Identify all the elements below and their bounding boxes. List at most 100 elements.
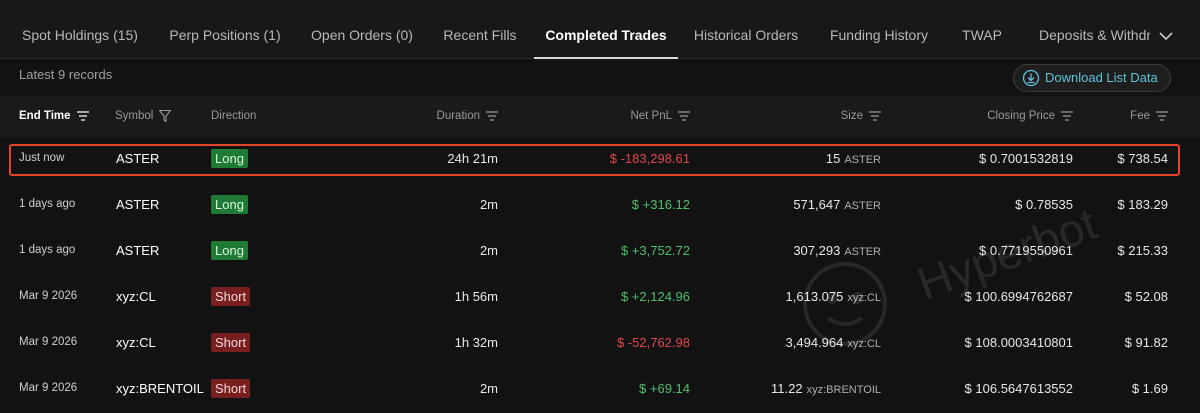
- net-pnl-cell: $ +3,752.72: [620, 243, 690, 258]
- direction-badge: Short: [211, 379, 251, 398]
- tab-clip: Deposits & Withdra: [1025, 0, 1150, 58]
- column-symbol-label: Symbol: [115, 110, 154, 123]
- table-row[interactable]: 1 days ago ASTER Long 2m $ +316.12 571,6…: [0, 183, 1200, 229]
- table-row[interactable]: Mar 9 2026 xyz:CL Short 1h 56m $ +2,124.…: [0, 275, 1200, 321]
- download-list-button[interactable]: Download List Data: [1013, 64, 1171, 92]
- records-count: Latest 9 records: [19, 67, 113, 82]
- column-net-pnl-label: Net PnL: [630, 110, 672, 122]
- size-unit: xyz:BRENTOIL: [806, 384, 881, 396]
- symbol-cell: xyz:BRENTOIL: [116, 381, 204, 396]
- watermark: Hyperbot: [790, 197, 1120, 356]
- tab-recent-fills[interactable]: Recent Fills: [443, 27, 517, 43]
- sort-icon: [869, 111, 881, 121]
- duration-cell: 1h 32m: [454, 335, 498, 350]
- size-value: 571,647: [793, 197, 841, 212]
- end-time-cell: Just now: [19, 152, 65, 164]
- end-time-cell: 1 days ago: [19, 198, 76, 210]
- closing-price-cell: $ 0.7001532819: [979, 151, 1073, 166]
- highlighted-row-outline: [9, 144, 1180, 176]
- tab-deposits-withdrawals[interactable]: Deposits & Withdra: [1039, 27, 1150, 43]
- table-row[interactable]: Mar 9 2026 xyz:CL Short 1h 32m $ -52,762…: [0, 321, 1200, 367]
- tab-completed-trades[interactable]: Completed Trades: [534, 0, 678, 59]
- size-unit: xyz:CL: [847, 292, 881, 304]
- column-fee[interactable]: Fee: [1130, 110, 1168, 122]
- table-row[interactable]: Just now ASTER Long 24h 21m $ -183,298.6…: [0, 137, 1200, 183]
- end-time-cell: Mar 9 2026: [19, 336, 78, 348]
- direction-badge: Long: [211, 195, 248, 214]
- direction-badge: Short: [211, 287, 251, 306]
- duration-cell: 24h 21m: [447, 151, 498, 166]
- column-size-label: Size: [840, 110, 863, 122]
- tab-historical-orders[interactable]: Historical Orders: [693, 27, 799, 43]
- column-size[interactable]: Size: [841, 110, 881, 122]
- direction-badge: Long: [211, 241, 248, 260]
- column-direction: Direction: [211, 110, 256, 122]
- column-closing-price[interactable]: Closing Price: [987, 110, 1073, 122]
- symbol-cell: xyz:CL: [116, 289, 156, 304]
- net-pnl-cell: $ +316.12: [631, 197, 690, 212]
- size-unit: ASTER: [844, 200, 881, 212]
- column-net-pnl[interactable]: Net PnL: [630, 110, 690, 122]
- symbol-cell: ASTER: [116, 197, 160, 212]
- column-closing-price-label: Closing Price: [987, 110, 1055, 122]
- symbol-cell: xyz:CL: [116, 335, 156, 350]
- sort-icon: [1061, 111, 1073, 121]
- fee-cell: $ 1.69: [1131, 381, 1168, 396]
- table-header: End Time Symbol Direction Duration Net P…: [0, 96, 1200, 138]
- size-value: 307,293: [793, 243, 841, 258]
- column-direction-label: Direction: [211, 110, 257, 122]
- duration-cell: 2m: [479, 243, 498, 258]
- sort-icon: [486, 111, 498, 121]
- filter-icon: [158, 109, 173, 123]
- fee-cell: $ 183.29: [1117, 197, 1168, 212]
- net-pnl-cell: $ -183,298.61: [609, 151, 690, 166]
- net-pnl-cell: $ +69.14: [639, 381, 690, 396]
- end-time-cell: 1 days ago: [19, 244, 76, 256]
- size-value: 15: [825, 151, 841, 166]
- sort-icon: [76, 111, 89, 121]
- size-value: 1,613.075: [785, 289, 844, 304]
- duration-cell: 2m: [479, 197, 498, 212]
- fee-cell: $ 91.82: [1124, 335, 1168, 350]
- column-end-time[interactable]: End Time: [19, 110, 89, 122]
- more-tabs-button[interactable]: [1154, 24, 1178, 48]
- hyperbot-logo-icon: [803, 262, 887, 346]
- symbol-cell: ASTER: [116, 151, 160, 166]
- download-icon: [1022, 69, 1040, 87]
- end-time-cell: Mar 9 2026: [19, 290, 78, 302]
- size-value: 3,494.964: [785, 335, 844, 350]
- tab-funding-history[interactable]: Funding History: [829, 27, 929, 43]
- column-end-time-label: End Time: [19, 110, 71, 122]
- duration-cell: 1h 56m: [454, 289, 498, 304]
- closing-price-cell: $ 100.6994762687: [964, 289, 1073, 304]
- completed-trades-table: End Time Symbol Direction Duration Net P…: [0, 96, 1200, 411]
- direction-badge: Long: [211, 149, 248, 168]
- sort-icon: [1156, 111, 1168, 121]
- tab-twap[interactable]: TWAP: [962, 27, 1002, 43]
- table-row[interactable]: 1 days ago ASTER Long 2m $ +3,752.72 307…: [0, 229, 1200, 275]
- size-cell: 307,293 ASTER: [793, 243, 881, 258]
- net-pnl-cell: $ +2,124.96: [620, 289, 690, 304]
- download-list-label: Download List Data: [1045, 70, 1158, 85]
- closing-price-cell: $ 106.5647613552: [964, 381, 1073, 396]
- closing-price-cell: $ 108.0003410801: [964, 335, 1073, 350]
- fee-cell: $ 215.33: [1117, 243, 1168, 258]
- column-fee-label: Fee: [1130, 110, 1150, 122]
- fee-cell: $ 52.08: [1124, 289, 1168, 304]
- size-cell: 1,613.075 xyz:CL: [786, 289, 881, 304]
- table-row[interactable]: Mar 9 2026 xyz:BRENTOIL Short 2m $ +69.1…: [0, 367, 1200, 413]
- column-duration[interactable]: Duration: [437, 110, 498, 122]
- net-pnl-cell: $ -52,762.98: [616, 335, 690, 350]
- column-symbol[interactable]: Symbol: [115, 109, 173, 123]
- tab-spot-holdings[interactable]: Spot Holdings (15): [22, 27, 138, 43]
- tab-perp-positions[interactable]: Perp Positions (1): [169, 27, 281, 43]
- closing-price-cell: $ 0.78535: [1015, 197, 1073, 212]
- direction-badge: Short: [211, 333, 251, 352]
- tab-bar: Spot Holdings (15) Perp Positions (1) Op…: [0, 0, 1200, 59]
- size-cell: 15 ASTER: [826, 151, 881, 166]
- size-unit: ASTER: [844, 154, 881, 166]
- tab-open-orders[interactable]: Open Orders (0): [311, 27, 413, 43]
- chevron-down-icon: [1159, 32, 1173, 41]
- end-time-cell: Mar 9 2026: [19, 382, 78, 394]
- fee-cell: $ 738.54: [1117, 151, 1168, 166]
